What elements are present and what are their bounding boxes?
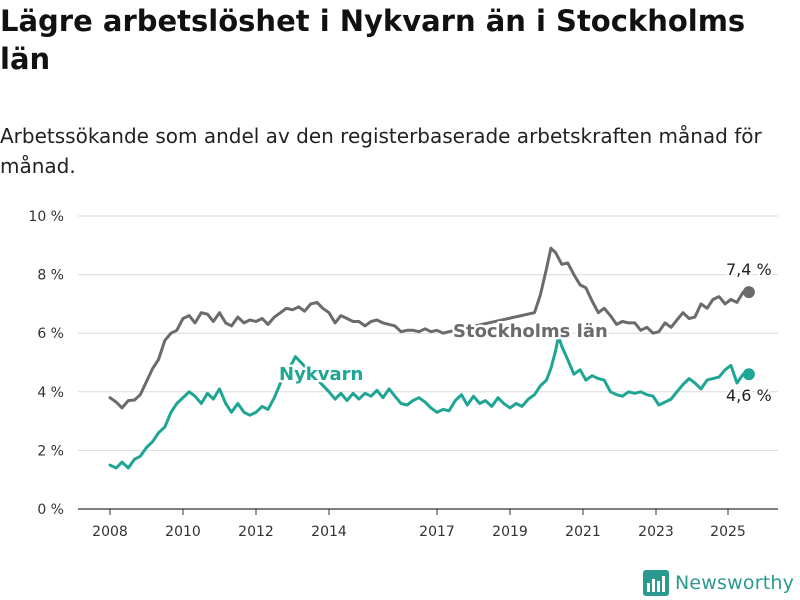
series-line-nykvarn (108, 334, 751, 470)
y-tick-label: 6 % (37, 326, 64, 342)
series-line-stockholms-lan (108, 246, 751, 410)
y-tick-label: 0 % (37, 502, 64, 518)
x-tick-label: 2017 (419, 524, 455, 540)
chart-subtitle: Arbetssökande som andel av den registerb… (0, 124, 762, 178)
end-value-label-stockholms-lan: 7,4 % (726, 260, 772, 279)
x-tick-label: 2010 (165, 524, 201, 540)
x-tick-label: 2023 (638, 524, 674, 540)
y-tick-label: 4 % (37, 385, 64, 401)
chart-title: Lägre arbetslöshet i Nykvarn än i Stockh… (0, 4, 746, 76)
axes: 0 % 2 % 4 % 6 % 8 % 10 % 2008 2010 2012 2014 2017 2… (28, 209, 745, 540)
end-value-label-nykvarn: 4,6 % (726, 386, 772, 405)
newsworthy-logo-icon (643, 570, 669, 596)
x-tick-label: 2025 (710, 524, 746, 540)
x-tick-label: 2014 (311, 524, 347, 540)
series-name-label-nykvarn: Nykvarn (279, 364, 363, 385)
series-end-point-nykvarn (742, 368, 755, 381)
line-chart: 0 % 2 % 4 % 6 % 8 % 10 % 2008 2010 2012 2014 2017 2… (28, 209, 778, 540)
y-tick-label: 8 % (37, 268, 64, 284)
series-lines (108, 246, 755, 470)
y-tick-label: 2 % (37, 443, 64, 459)
grid-lines (78, 215, 778, 510)
x-tick-label: 2008 (92, 524, 128, 540)
brand-logo: Newsworthy (643, 568, 794, 598)
y-tick-label: 10 % (28, 209, 64, 225)
series-name-label-stockholms-lan: Stockholms län (453, 321, 608, 342)
x-tick-label: 2019 (492, 524, 528, 540)
series-end-point-stockholms-lan (742, 286, 755, 299)
x-tick-label: 2021 (565, 524, 601, 540)
brand-name: Newsworthy (675, 572, 795, 594)
series-labels: Stockholms län Nykvarn 7,4 % 4,6 % (277, 258, 774, 407)
x-tick-label: 2012 (238, 524, 274, 540)
